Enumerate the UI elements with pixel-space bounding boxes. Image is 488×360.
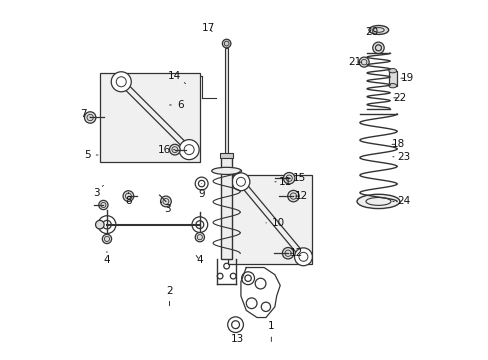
Text: 16: 16 <box>157 145 175 155</box>
Circle shape <box>283 172 294 184</box>
Text: 15: 15 <box>288 173 306 183</box>
Text: 4: 4 <box>103 251 110 265</box>
Circle shape <box>98 216 116 234</box>
Circle shape <box>192 217 207 233</box>
Ellipse shape <box>368 26 388 35</box>
Circle shape <box>287 190 299 202</box>
Text: 12: 12 <box>289 248 302 258</box>
Text: 23: 23 <box>392 152 409 162</box>
Text: 7: 7 <box>80 109 91 119</box>
Circle shape <box>160 196 171 207</box>
Circle shape <box>227 317 243 333</box>
Text: 1: 1 <box>267 321 274 342</box>
Circle shape <box>102 234 111 244</box>
Bar <box>100 73 200 162</box>
Circle shape <box>95 220 104 229</box>
Ellipse shape <box>388 84 396 88</box>
Ellipse shape <box>388 68 396 73</box>
Circle shape <box>294 248 312 266</box>
Text: 24: 24 <box>392 197 409 206</box>
Text: 9: 9 <box>198 184 204 199</box>
Text: 17: 17 <box>202 23 215 33</box>
Circle shape <box>84 112 96 123</box>
Circle shape <box>123 191 134 202</box>
Circle shape <box>111 72 131 92</box>
Ellipse shape <box>365 198 390 205</box>
Circle shape <box>231 173 249 191</box>
Text: 22: 22 <box>392 93 406 103</box>
Text: 18: 18 <box>391 139 404 149</box>
Text: 19: 19 <box>400 73 413 83</box>
Text: 3: 3 <box>93 185 103 198</box>
Text: 5: 5 <box>84 150 98 160</box>
Circle shape <box>282 248 293 259</box>
Circle shape <box>99 201 108 210</box>
Bar <box>388 71 396 86</box>
Text: 10: 10 <box>265 218 285 228</box>
Circle shape <box>358 57 368 67</box>
Circle shape <box>195 177 207 190</box>
Ellipse shape <box>356 194 399 208</box>
Circle shape <box>195 233 204 242</box>
Circle shape <box>169 144 180 155</box>
Bar <box>220 153 233 158</box>
Text: 12: 12 <box>294 191 307 201</box>
Text: 11: 11 <box>274 177 292 187</box>
Ellipse shape <box>211 167 241 175</box>
Circle shape <box>222 39 230 48</box>
Text: 20: 20 <box>364 27 377 37</box>
Text: 3: 3 <box>160 202 171 213</box>
Text: 8: 8 <box>125 193 131 206</box>
Text: 14: 14 <box>168 71 185 84</box>
Circle shape <box>179 140 199 159</box>
Circle shape <box>241 272 254 285</box>
Text: 6: 6 <box>169 100 183 110</box>
Text: 4: 4 <box>196 255 203 265</box>
Text: 2: 2 <box>166 286 172 306</box>
Circle shape <box>372 42 384 54</box>
Text: 13: 13 <box>230 328 244 344</box>
Text: 21: 21 <box>348 57 361 67</box>
Bar <box>225 48 227 156</box>
Bar <box>221 156 231 258</box>
Bar <box>228 175 312 264</box>
